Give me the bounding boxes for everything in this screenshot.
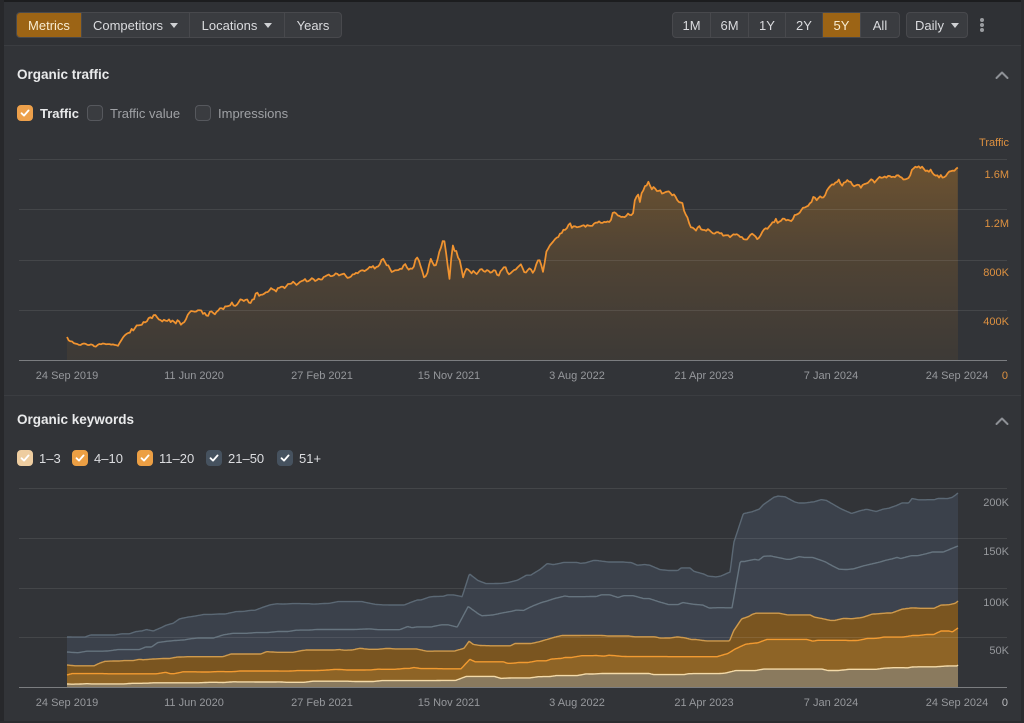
svg-text:150K: 150K — [983, 546, 1009, 558]
svg-text:0: 0 — [1002, 370, 1008, 382]
svg-text:1.2M: 1.2M — [985, 218, 1009, 230]
svg-text:11 Jun 2020: 11 Jun 2020 — [164, 697, 224, 709]
svg-text:7 Jan 2024: 7 Jan 2024 — [804, 697, 858, 709]
svg-text:27 Feb 2021: 27 Feb 2021 — [291, 370, 353, 382]
svg-text:21 Apr 2023: 21 Apr 2023 — [674, 697, 733, 709]
svg-text:27 Feb 2021: 27 Feb 2021 — [291, 697, 353, 709]
svg-text:24 Sep 2024: 24 Sep 2024 — [926, 370, 988, 382]
svg-text:0: 0 — [1002, 697, 1008, 709]
svg-text:400K: 400K — [983, 316, 1009, 328]
svg-text:7 Jan 2024: 7 Jan 2024 — [804, 370, 858, 382]
svg-text:24 Sep 2019: 24 Sep 2019 — [36, 370, 98, 382]
svg-text:11 Jun 2020: 11 Jun 2020 — [164, 370, 224, 382]
svg-text:50K: 50K — [989, 645, 1009, 657]
svg-text:15 Nov 2021: 15 Nov 2021 — [418, 370, 480, 382]
svg-text:200K: 200K — [983, 497, 1009, 509]
svg-text:3 Aug 2022: 3 Aug 2022 — [549, 370, 605, 382]
svg-text:3 Aug 2022: 3 Aug 2022 — [549, 697, 605, 709]
svg-text:24 Sep 2019: 24 Sep 2019 — [36, 697, 98, 709]
svg-text:24 Sep 2024: 24 Sep 2024 — [926, 697, 988, 709]
svg-text:15 Nov 2021: 15 Nov 2021 — [418, 697, 480, 709]
svg-text:Traffic: Traffic — [979, 137, 1009, 149]
svg-text:800K: 800K — [983, 267, 1009, 279]
svg-text:1.6M: 1.6M — [985, 169, 1009, 181]
svg-text:21 Apr 2023: 21 Apr 2023 — [674, 370, 733, 382]
svg-text:100K: 100K — [983, 597, 1009, 609]
